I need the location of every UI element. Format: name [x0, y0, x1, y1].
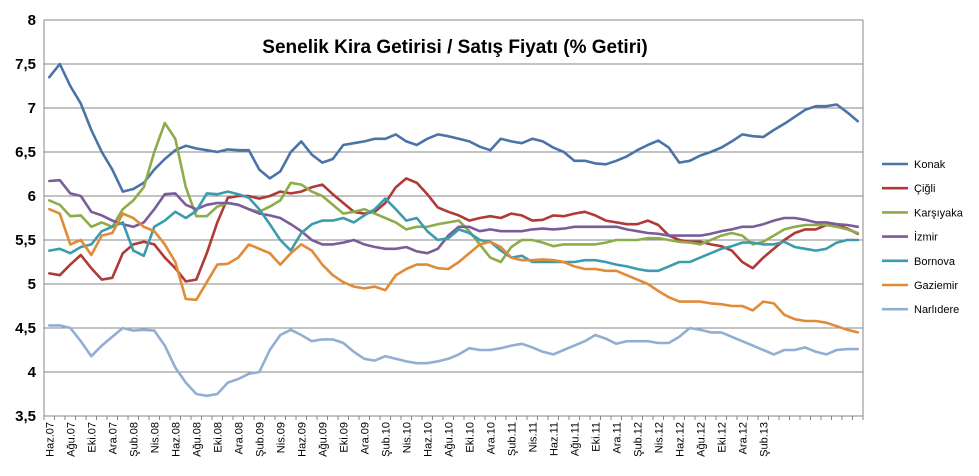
- x-tick-label: Eki.08: [212, 422, 224, 453]
- x-tick-label: Şub.09: [254, 422, 266, 457]
- x-tick-label: Nis.12: [653, 422, 665, 453]
- legend: Konak Çiğli Karşıyaka İzmir Bornova Gaziemir N…: [882, 159, 964, 316]
- x-tick-label: Nis.10: [401, 422, 413, 453]
- x-axis-ticks: Haz.07 Ağu.07 Eki.07 Ara.07 Şub.08 Nis.08 Haz.…: [43, 416, 864, 457]
- x-tick-label: Haz.11: [548, 422, 560, 456]
- legend-label: İzmir: [914, 231, 938, 244]
- x-tick-label: Eki.10: [464, 422, 476, 453]
- x-tick-label: Nis.11: [527, 422, 539, 452]
- x-tick-label: Haz.12: [674, 422, 686, 457]
- y-tick-label: 6: [28, 188, 36, 205]
- x-tick-label: Ara.08: [233, 422, 245, 454]
- x-tick-label: Ara.11: [611, 422, 623, 454]
- y-tick-label: 5,5: [15, 232, 36, 249]
- x-tick-label: Haz.08: [170, 422, 182, 457]
- x-tick-label: Ara.12: [737, 422, 749, 454]
- series-lines: [47, 62, 860, 398]
- legend-label: Bornova: [914, 256, 956, 268]
- legend-label: Çiğli: [914, 183, 935, 195]
- series-line-konak: [47, 62, 860, 193]
- series-line-gaziemir: [47, 207, 860, 334]
- x-tick-label: Haz.09: [296, 422, 308, 457]
- legend-label: Narlıdere: [914, 304, 959, 316]
- x-tick-label: Şub.10: [380, 422, 392, 457]
- y-tick-label: 8: [28, 12, 36, 29]
- x-tick-label: Eki.09: [338, 422, 350, 453]
- x-tick-label: Ara.07: [107, 422, 119, 454]
- chart-title: Senelik Kira Getirisi / Satış Fiyatı (% …: [262, 37, 647, 58]
- x-tick-label: Ara.10: [485, 422, 497, 454]
- y-tick-label: 3,5: [15, 408, 36, 425]
- x-tick-label: Ağu.09: [317, 422, 329, 457]
- x-tick-label: Ağu.07: [65, 422, 77, 457]
- x-tick-label: Ağu.11: [569, 422, 581, 456]
- y-tick-label: 7: [28, 100, 36, 117]
- x-tick-label: Eki.11: [590, 422, 602, 452]
- x-tick-label: Haz.10: [422, 422, 434, 457]
- series-line-narlıdere: [47, 324, 860, 398]
- y-tick-label: 4: [28, 364, 37, 381]
- x-tick-label: Şub.13: [758, 422, 770, 457]
- y-tick-label: 6,5: [15, 144, 36, 161]
- y-tick-label: 4,5: [15, 320, 36, 337]
- y-tick-label: 7,5: [15, 56, 36, 73]
- series-line-bornova: [47, 190, 860, 273]
- series-line-karşıyaka: [47, 121, 860, 264]
- x-tick-label: Ağu.08: [191, 422, 203, 457]
- x-tick-label: Şub.08: [128, 422, 140, 457]
- x-tick-label: Nis.09: [275, 422, 287, 453]
- x-tick-label: Şub.12: [632, 422, 644, 457]
- x-tick-label: Eki.12: [716, 422, 728, 453]
- x-tick-label: Nis.08: [149, 422, 161, 453]
- x-tick-label: Ara.09: [359, 422, 371, 454]
- x-tick-label: Eki.07: [86, 422, 98, 453]
- series-line-i̇zmir: [47, 178, 860, 255]
- legend-label: Gaziemir: [914, 280, 958, 292]
- x-tick-label: Ağu.12: [695, 422, 707, 457]
- legend-label: Konak: [914, 159, 946, 171]
- legend-label: Karşıyaka: [914, 207, 964, 219]
- x-tick-label: Haz.07: [44, 422, 56, 457]
- y-axis-ticks: 3,5 4 4,5 5 5,5 6 6,5 7 7,5 8: [15, 12, 37, 425]
- x-tick-label: Şub.11: [506, 422, 518, 456]
- y-tick-label: 5: [28, 276, 36, 293]
- x-tick-label: Ağu.10: [443, 422, 455, 457]
- series-line-çiğli: [47, 177, 860, 283]
